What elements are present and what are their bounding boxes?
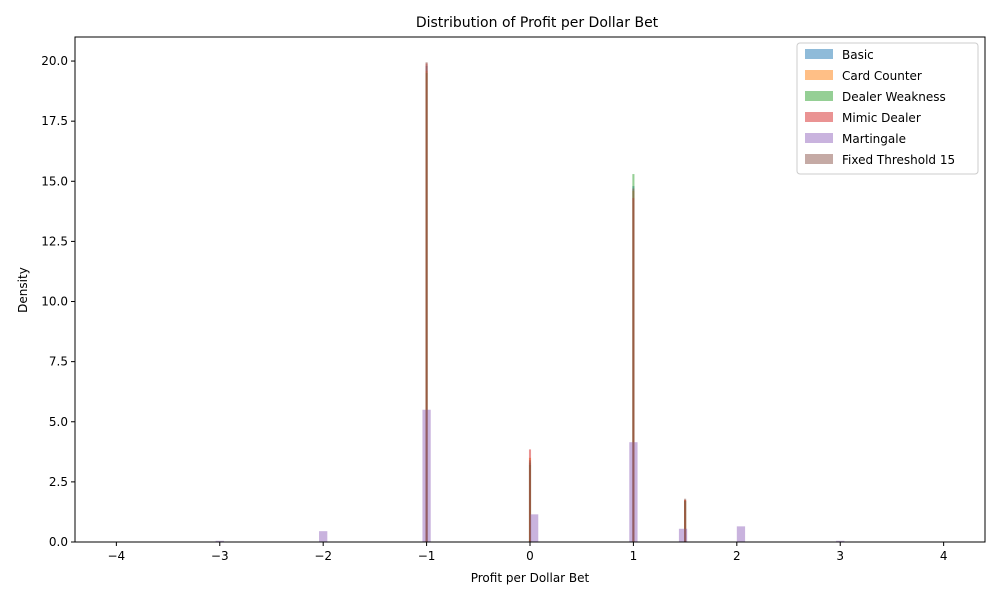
legend-swatch [805,70,833,80]
y-tick-label: 5.0 [49,415,68,429]
x-tick-label: −3 [211,549,229,563]
chart-title: Distribution of Profit per Dollar Bet [416,15,659,31]
legend-label: Mimic Dealer [842,111,921,125]
x-tick-label: 1 [630,549,638,563]
legend-swatch [805,133,833,143]
x-tick-label: −2 [314,549,332,563]
x-tick-label: 0 [526,549,534,563]
legend-label: Fixed Threshold 15 [842,153,955,167]
y-tick-label: 17.5 [41,114,68,128]
legend-label: Dealer Weakness [842,90,946,104]
bar-series-5-bin-1 [528,460,532,542]
y-tick-label: 10.0 [41,295,68,309]
bar-series-5-bin-3 [684,498,687,542]
bars-layer [215,62,845,543]
x-tick-label: −1 [418,549,436,563]
bar-series-4-bin-7 [836,540,845,542]
legend-swatch [805,154,833,164]
bar-series-5-bin-2 [632,188,635,542]
legend-frame [796,42,979,175]
y-axis-ticks: 0.0 2.5 5.0 7.5 10.0 12.5 15.0 17.5 20.0 [41,54,75,549]
y-tick-label: 0.0 [49,535,68,549]
x-tick-label: 4 [940,549,948,563]
bar-series-5-bin-0 [425,62,428,542]
x-axis-label: Profit per Dollar Bet [471,571,590,585]
bar-series-4-bin-1 [319,531,328,542]
x-tick-label: 2 [733,549,741,563]
legend-label: Card Counter [842,69,922,83]
y-tick-label: 7.5 [49,355,68,369]
x-tick-label: 3 [836,549,844,563]
bar-series-4-bin-3 [530,514,539,542]
y-tick-label: 2.5 [49,475,68,489]
bar-series-4-bin-6 [736,526,746,542]
legend-label: Basic [842,48,874,62]
legend-swatch [805,49,833,59]
x-tick-label: −4 [108,549,126,563]
y-axis-label: Density [16,267,30,313]
bar-series-4-bin-0 [215,540,224,542]
legend-swatch [805,112,833,122]
y-tick-label: 20.0 [41,54,68,68]
legend-label: Martingale [842,132,906,146]
bar-series-4-bin-5 [678,528,688,542]
y-tick-label: 15.0 [41,174,68,188]
y-tick-label: 12.5 [41,234,68,248]
legend: Basic Card Counter Dealer Weakness Mimic De… [796,42,979,175]
x-axis-ticks: −4 −3 −2 −1 0 1 2 3 4 [108,542,948,563]
legend-swatch [805,91,833,101]
